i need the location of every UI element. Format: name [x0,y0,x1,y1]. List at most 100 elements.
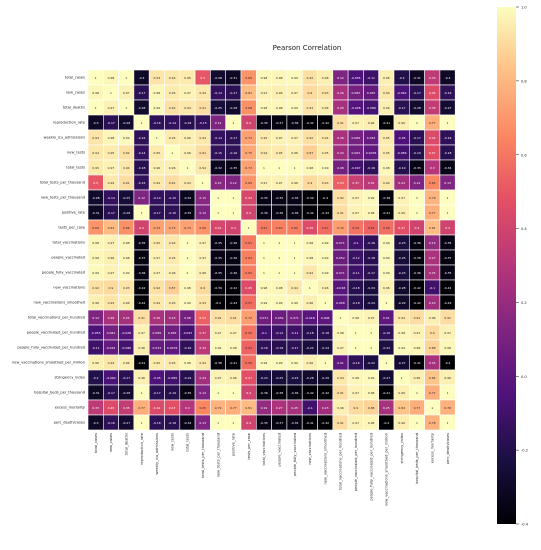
row-tick-label: new_vaccinations_smoothed [34,301,86,305]
cell-value-label: 0.98 [307,256,314,260]
cell-value-label: 0.4 [445,226,450,230]
cell-value-label: 0.62 [291,226,298,230]
cell-value-label: 0.12 [337,76,344,80]
cell-value-label: -0.25 [398,256,406,260]
cell-value-label: 1 [294,256,296,260]
cell-value-label: 0.77 [230,406,237,410]
cell-value-label: 0.95 [92,166,99,170]
cell-value-label: -0.19 [398,166,406,170]
cell-value-label: 0.99 [261,301,268,305]
cell-value-label: -0.11 [352,271,360,275]
cell-value-label: 0.87 [307,151,314,155]
cell-value-label: 0.089 [351,136,360,140]
cell-value-label: -0.43 [321,211,329,215]
cell-value-label: 1 [447,211,449,215]
cell-value-label: 0.62 [245,271,252,275]
cell-value-label: 0.91 [444,316,451,320]
cell-value-label: 0.025 [367,91,376,95]
cell-value-label: -0.16 [168,211,176,215]
cell-value-label: 0.75 [245,151,252,155]
cell-value-label: 0.42 [215,226,222,230]
cell-value-label: 0.94 [108,361,115,365]
cell-value-label: 0.97 [215,331,222,335]
cell-value-label: 0.65 [429,181,436,185]
cell-value-label: 1 [263,241,265,245]
chart-title: Pearson Correlation [272,44,342,52]
cell-value-label: 0.32 [199,346,206,350]
cell-value-label: -0.19 [168,391,176,395]
cell-value-label: 0.97 [230,331,237,335]
cell-value-label: 0.42 [245,196,252,200]
cell-value-label: -0.17 [107,121,115,125]
row-tick-label: tests_per_case [58,226,85,230]
cell-value-label: 0.93 [307,106,314,110]
cell-value-label: 0.94 [184,106,191,110]
cell-value-label: 0.97 [414,331,421,335]
cell-value-label: 0.91 [337,421,344,425]
cell-value-label: 0.96 [123,301,130,305]
cell-value-label: 0.99 [184,301,191,305]
column-tick-label: people_fully_vaccinated [293,433,297,476]
cell-value-label: 0.089 [153,331,162,335]
cell-value-label: 0.98 [444,346,451,350]
cell-value-label: 0.65 [199,406,206,410]
cell-value-label: 0.98 [123,256,130,260]
cell-value-label: 0.94 [199,361,206,365]
cell-value-label: -0.28 [122,211,130,215]
cell-value-label: 0.93 [322,91,329,95]
cell-value-label: 0.93 [123,286,130,290]
cell-value-label: 0.25 [337,106,344,110]
cell-value-label: -0.41 [444,286,452,290]
cell-value-label: -0.4 [383,421,389,425]
cell-value-label: -0.12 [275,331,283,335]
cell-value-label: -0.16 [444,91,452,95]
cell-value-label: -0.37 [444,256,452,260]
cell-value-label: 0.92 [307,136,314,140]
cell-value-label: -0.25 [122,196,130,200]
cell-value-label: 0.92 [92,286,99,290]
cell-value-label: 0.97 [337,346,344,350]
cell-value-label: 0.27 [429,256,436,260]
cell-value-label: 0.63 [245,256,252,260]
cell-value-label: 1 [278,241,280,245]
cell-value-label: -0.16 [352,361,360,365]
cell-value-label: 1 [416,121,418,125]
cell-value-label: -0.42 [138,301,146,305]
cell-value-label: 0.93 [199,301,206,305]
cell-value-label: 1 [355,331,357,335]
cell-value-label: -0.14 [214,136,222,140]
cell-value-label: -0.4 [322,196,328,200]
cell-value-label: -0.35 [291,421,299,425]
cell-value-label: 0.87 [169,286,176,290]
cell-value-label: 0.79 [215,406,222,410]
row-tick-label: new_cases [66,91,85,95]
cell-value-label: 0.13 [199,421,206,425]
cell-value-label: 0.97 [108,166,115,170]
cell-value-label: 0.96 [184,136,191,140]
cell-value-label: -0.18 [275,346,283,350]
cell-value-label: 0.97 [276,181,283,185]
cell-value-label: 0.12 [138,196,145,200]
cell-value-label: 0.0076 [366,151,377,155]
cell-value-label: 0.96 [398,211,405,215]
cell-value-label: 0.77 [429,121,436,125]
cell-value-label: -0.16 [229,151,237,155]
cell-value-label: 0.23 [169,316,176,320]
cell-value-label: 0.99 [92,271,99,275]
cell-value-label: 0.96 [398,421,405,425]
cell-value-label: -0.28 [122,391,130,395]
cell-value-label: -0.27 [122,421,130,425]
cell-value-label: 0.79 [429,196,436,200]
cell-value-label: -0.086 [366,106,376,110]
cell-value-label: 0.99 [291,301,298,305]
cell-value-label: 1 [125,76,127,80]
cell-value-label: 0.97 [261,91,268,95]
colorbar-tick-label: 0.4 [521,227,527,231]
cell-value-label: -0.17 [153,211,161,215]
cell-value-label: -0.16 [260,346,268,350]
cell-value-label: 0.47 [398,226,405,230]
cell-value-label: 0.25 [291,406,298,410]
cell-value-label: 0.81 [108,226,115,230]
cell-value-label: -0.24 [321,346,329,350]
cell-value-label: 0.071 [290,316,299,320]
